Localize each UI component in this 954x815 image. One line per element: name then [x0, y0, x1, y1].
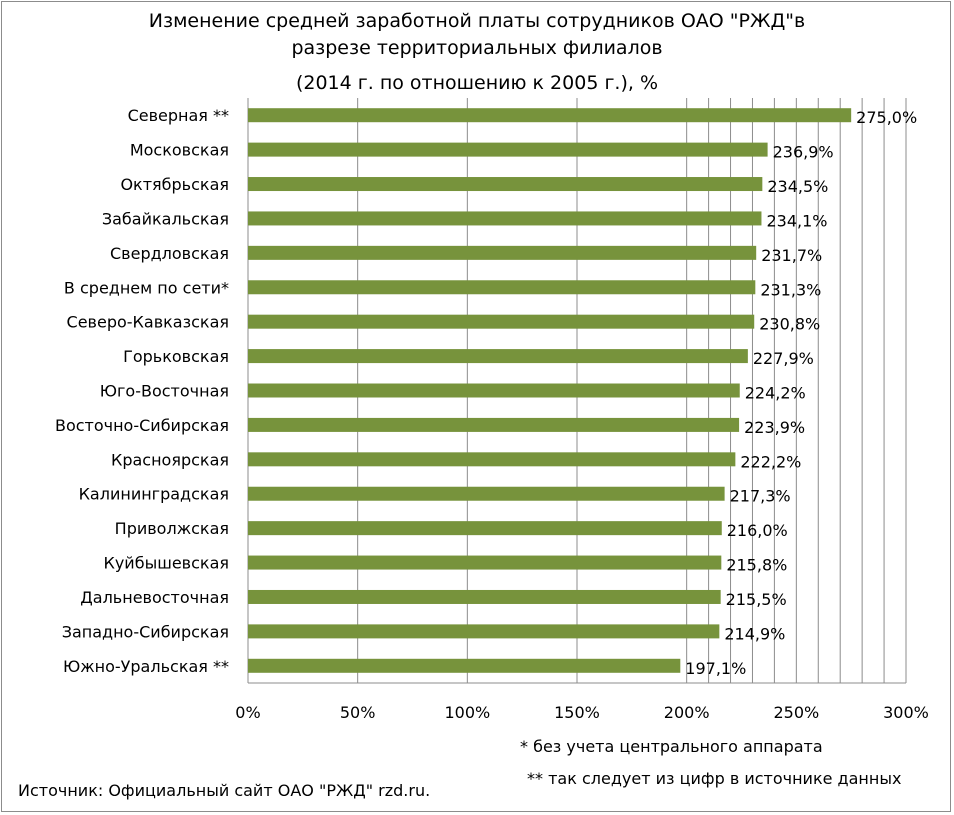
category-label: Северо-Кавказская — [67, 313, 229, 332]
bar — [248, 177, 763, 192]
category-label: Восточно-Сибирская — [55, 416, 229, 435]
value-label: 234,1% — [766, 211, 827, 230]
bar — [248, 211, 762, 226]
bar — [248, 349, 748, 364]
category-label: Северная ** — [128, 106, 229, 125]
value-label: 214,9% — [724, 624, 785, 643]
value-label: 217,3% — [730, 487, 791, 506]
bar — [248, 658, 681, 673]
value-label: 230,8% — [759, 315, 820, 334]
value-labels: 275,0% 236,9% 234,5% 234,1% 231,7% 231,3% 230,… — [685, 108, 917, 678]
category-label: Куйбышевская — [103, 554, 229, 573]
bar — [248, 589, 721, 604]
value-label: 227,9% — [753, 349, 814, 368]
footnote-central-apparatus: * без учета центрального аппарата — [520, 737, 823, 756]
bar — [248, 314, 755, 329]
footnote-data-source-remark: ** так следует из цифр в источнике данны… — [527, 769, 902, 788]
x-tick-label: 50% — [340, 703, 376, 722]
category-label: Дальневосточная — [80, 588, 229, 607]
category-label: Октябрьская — [120, 175, 229, 194]
value-label: 223,9% — [744, 418, 805, 437]
value-label: 197,1% — [685, 659, 746, 678]
category-label: В среднем по сети* — [64, 278, 229, 297]
x-tick-label: 200% — [664, 703, 710, 722]
category-label: Приволжская — [115, 519, 229, 538]
chart-title: Изменение средней заработной платы сотру… — [149, 10, 805, 94]
bar — [248, 452, 736, 467]
x-tick-label: 300% — [883, 703, 929, 722]
category-label: Красноярская — [111, 450, 229, 469]
x-tick-label: 100% — [444, 703, 490, 722]
value-label: 231,3% — [760, 280, 821, 299]
bar — [248, 383, 740, 398]
source-caption: Источник: Официальный сайт ОАО "РЖД" rzd… — [18, 781, 431, 800]
value-label: 231,7% — [761, 246, 822, 265]
value-label: 236,9% — [773, 143, 834, 162]
chart-title-line-1: Изменение средней заработной платы сотру… — [149, 10, 805, 32]
value-label: 234,5% — [767, 177, 828, 196]
category-labels: Северная ** Московская Октябрьская Забайкал… — [55, 106, 229, 676]
value-label: 215,8% — [726, 556, 787, 575]
category-label: Южно-Уральская ** — [63, 657, 229, 676]
value-label: 224,2% — [745, 384, 806, 403]
value-label: 215,5% — [726, 590, 787, 609]
category-label: Забайкальская — [102, 209, 229, 228]
value-label: 222,2% — [740, 452, 801, 471]
category-label: Свердловская — [110, 244, 229, 263]
x-tick-label: 250% — [773, 703, 819, 722]
value-label: 216,0% — [727, 521, 788, 540]
bar — [248, 624, 720, 639]
bar — [248, 486, 725, 501]
bar — [248, 142, 768, 157]
category-label: Юго-Восточная — [100, 382, 229, 401]
bar — [248, 245, 757, 260]
x-tick-label: 150% — [554, 703, 600, 722]
x-axis-tick-labels: 0% 50% 100% 150% 200% 250% 300% — [235, 703, 929, 722]
bar — [248, 417, 740, 432]
bar — [248, 521, 722, 536]
chart-title-line-3: (2014 г. по отношению к 2005 г.), % — [296, 72, 658, 94]
category-label: Калининградская — [79, 485, 229, 504]
category-label: Московская — [130, 141, 229, 160]
category-label: Горьковская — [123, 347, 229, 366]
value-label: 275,0% — [856, 108, 917, 127]
chart-title-line-2: разрезе территориальных филиалов — [291, 37, 662, 59]
bar — [248, 108, 852, 123]
category-label: Западно-Сибирская — [62, 622, 229, 641]
bar — [248, 555, 722, 570]
bar — [248, 280, 756, 295]
x-tick-label: 0% — [235, 703, 260, 722]
chart-bars — [248, 108, 852, 673]
